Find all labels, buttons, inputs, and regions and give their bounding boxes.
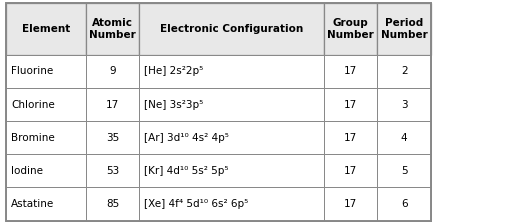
Text: Electronic Configuration: Electronic Configuration [160,24,303,34]
Bar [6,3,431,221]
Bar [139,121,324,154]
Bar [6,88,86,121]
Bar [6,154,86,187]
Bar [324,154,377,187]
Text: Fluorine: Fluorine [11,67,54,76]
Text: 6: 6 [401,199,408,209]
Bar [139,88,324,121]
Bar [324,3,377,55]
Bar [6,55,86,88]
Text: 17: 17 [344,199,357,209]
Text: 35: 35 [106,133,119,143]
Text: Iodine: Iodine [11,166,43,176]
Text: 2: 2 [401,67,408,76]
Bar [6,121,86,154]
Bar [139,154,324,187]
Text: 17: 17 [106,100,119,110]
Text: [Ne] 3s²3p⁵: [Ne] 3s²3p⁵ [144,100,204,110]
Bar [6,187,86,221]
Bar [139,3,324,55]
Text: 17: 17 [344,100,357,110]
Bar [377,154,431,187]
Text: 85: 85 [106,199,119,209]
Text: 4: 4 [401,133,408,143]
Text: [Ar] 3d¹⁰ 4s² 4p⁵: [Ar] 3d¹⁰ 4s² 4p⁵ [144,133,229,143]
Bar [377,121,431,154]
Bar [324,55,377,88]
Text: 17: 17 [344,67,357,76]
Bar [86,88,139,121]
Bar [86,121,139,154]
Text: Chlorine: Chlorine [11,100,55,110]
Bar [377,3,431,55]
Text: 17: 17 [344,166,357,176]
Text: Element: Element [22,24,70,34]
Bar [377,55,431,88]
Bar [86,3,139,55]
Text: 53: 53 [106,166,119,176]
Bar [86,55,139,88]
Text: [Xe] 4f⁴ 5d¹⁰ 6s² 6p⁵: [Xe] 4f⁴ 5d¹⁰ 6s² 6p⁵ [144,199,249,209]
Text: Astatine: Astatine [11,199,54,209]
Text: [Kr] 4d¹⁰ 5s² 5p⁵: [Kr] 4d¹⁰ 5s² 5p⁵ [144,166,229,176]
Bar [377,187,431,221]
Text: 3: 3 [401,100,408,110]
Bar [324,88,377,121]
Text: Bromine: Bromine [11,133,55,143]
Text: 17: 17 [344,133,357,143]
Bar [377,88,431,121]
Text: Group
Number: Group Number [327,18,374,40]
Bar [139,187,324,221]
Bar [86,154,139,187]
Bar [139,55,324,88]
Text: 9: 9 [109,67,116,76]
Bar [324,121,377,154]
Text: Atomic
Number: Atomic Number [89,18,136,40]
Bar [6,3,86,55]
Text: [He] 2s²2p⁵: [He] 2s²2p⁵ [144,67,204,76]
Bar [324,187,377,221]
Text: Period
Number: Period Number [381,18,428,40]
Bar [86,187,139,221]
Text: 5: 5 [401,166,408,176]
